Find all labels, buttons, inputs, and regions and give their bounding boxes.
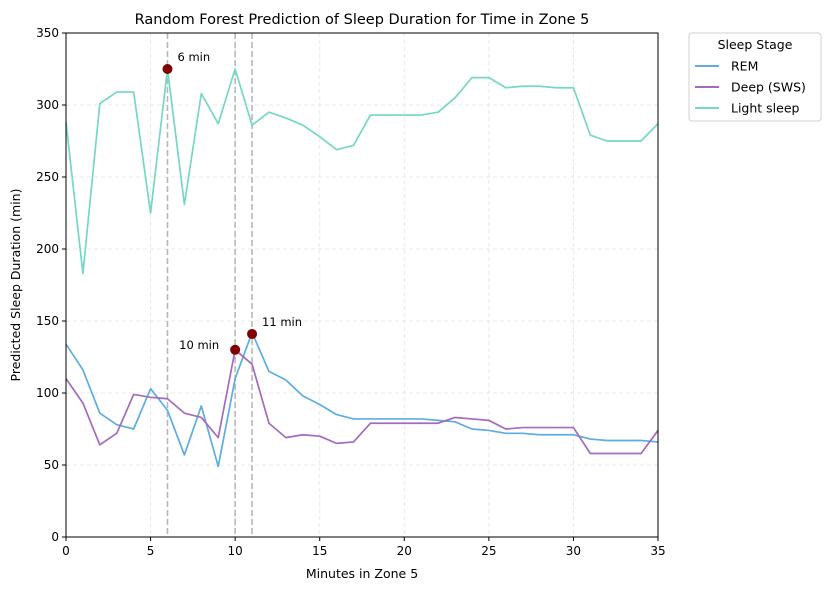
legend: Sleep Stage REM Deep (SWS) Light sleep	[688, 32, 822, 122]
highlight-label: 11 min	[262, 315, 302, 329]
plot-frame	[65, 32, 659, 538]
legend-title: Sleep Stage	[718, 37, 793, 52]
highlight-point	[247, 328, 258, 339]
series-line-deep-sws	[65, 348, 659, 455]
y-tick-label: 50	[44, 458, 59, 472]
vertical-reference-lines	[166, 33, 253, 537]
y-tick-label: 100	[36, 386, 59, 400]
highlight-point	[162, 64, 173, 74]
x-tick-label: 30	[566, 544, 581, 558]
y-tick-label: 250	[36, 170, 59, 184]
x-axis-label: Minutes in Zone 5	[306, 566, 418, 581]
series-line-rem	[65, 331, 659, 468]
highlight-label: 10 min	[179, 338, 219, 352]
x-tick-label: 10	[228, 544, 243, 558]
grid	[65, 32, 659, 538]
y-tick-label: 0	[51, 530, 59, 544]
x-tick-label: 5	[147, 544, 155, 558]
highlight-points: 6 min 10 min 11 min	[162, 50, 302, 355]
series-line-light-sleep	[65, 68, 659, 275]
x-tick-label: 25	[481, 544, 496, 558]
highlight-label: 6 min	[177, 50, 210, 64]
legend-entries: REM Deep (SWS) Light sleep	[695, 59, 806, 116]
legend-label: Deep (SWS)	[731, 80, 806, 95]
legend-label: REM	[731, 59, 758, 74]
y-tick-label: 300	[36, 98, 59, 112]
series-lines	[65, 68, 659, 468]
y-axis-label: Predicted Sleep Duration (min)	[8, 189, 23, 382]
legend-box	[688, 32, 822, 122]
x-tick-label: 35	[650, 544, 665, 558]
y-tick-label: 150	[36, 314, 59, 328]
legend-label: Light sleep	[731, 101, 800, 116]
x-tick-label: 20	[397, 544, 412, 558]
x-tick-label: 0	[62, 544, 70, 558]
y-tick-label: 350	[36, 26, 59, 40]
y-tick-label: 200	[36, 242, 59, 256]
chart-title: Random Forest Prediction of Sleep Durati…	[135, 12, 590, 28]
highlight-point	[230, 344, 241, 355]
x-tick-label: 15	[312, 544, 327, 558]
